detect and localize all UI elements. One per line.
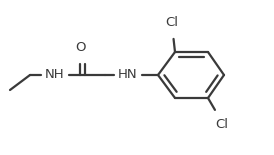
- Text: HN: HN: [118, 69, 138, 82]
- Text: NH: NH: [45, 69, 65, 82]
- Text: O: O: [75, 41, 85, 54]
- Text: Cl: Cl: [215, 118, 229, 131]
- Text: Cl: Cl: [165, 16, 178, 29]
